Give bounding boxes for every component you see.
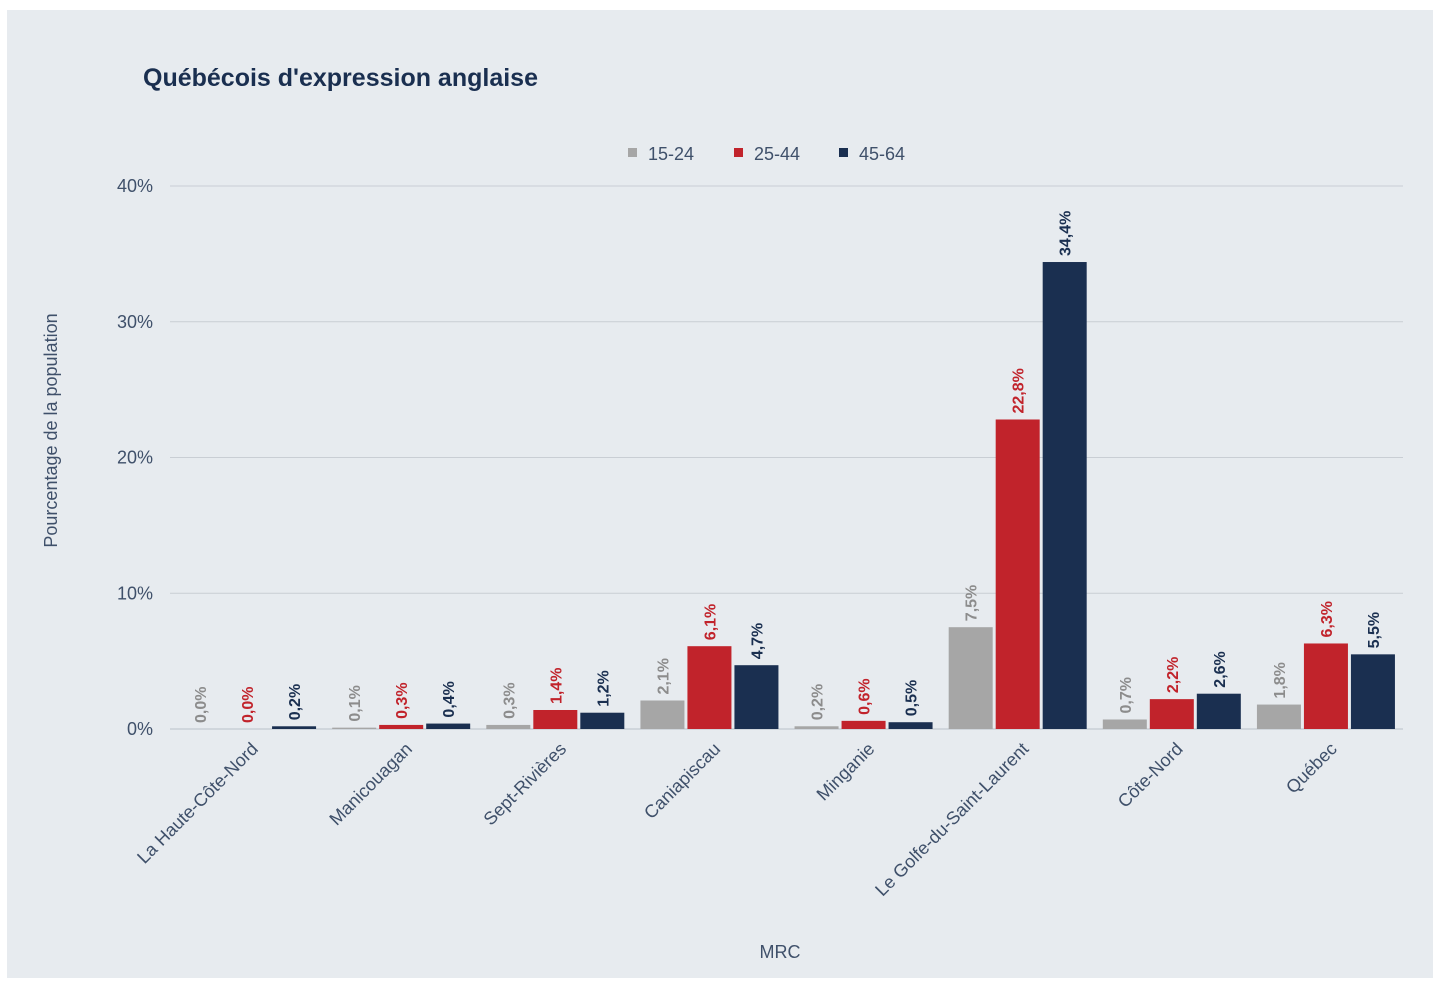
data-label: 4,7% [749, 623, 766, 659]
data-label: 6,3% [1319, 601, 1336, 637]
x-tick-label: Sept-Rivières [480, 739, 571, 830]
bar [486, 724, 531, 729]
legend-label: 25-44 [754, 144, 800, 164]
bar [533, 709, 578, 729]
bar [1196, 693, 1241, 729]
bar [1303, 643, 1348, 729]
x-tick-label: Minganie [813, 739, 879, 805]
legend-label: 45-64 [859, 144, 905, 164]
bar [794, 726, 839, 729]
x-tick-label: Côte-Nord [1114, 739, 1187, 812]
legend-label: 15-24 [648, 144, 694, 164]
legend-swatch [628, 148, 637, 157]
data-label: 2,6% [1212, 651, 1229, 687]
data-label: 0,2% [287, 684, 304, 720]
bar [1102, 719, 1147, 729]
bar [580, 712, 625, 729]
data-label: 6,1% [702, 604, 719, 640]
bar [841, 720, 886, 729]
x-tick-label: Manicouagan [325, 739, 416, 830]
bar [1256, 704, 1301, 729]
data-label: 22,8% [1011, 368, 1028, 413]
y-tick-label: 0% [127, 719, 153, 739]
data-label: 7,5% [964, 585, 981, 621]
bar [1042, 262, 1087, 729]
bar [888, 722, 933, 729]
x-axis-label: MRC [760, 942, 801, 962]
data-label: 0,3% [501, 682, 518, 718]
data-label: 0,2% [810, 684, 827, 720]
data-label: 0,3% [394, 682, 411, 718]
data-label: 1,2% [595, 670, 612, 706]
y-tick-label: 30% [117, 312, 153, 332]
bar [379, 724, 424, 729]
bar [640, 700, 685, 729]
data-label: 0,0% [193, 687, 210, 723]
data-label: 1,8% [1272, 662, 1289, 698]
bar [687, 646, 732, 729]
chart-title: Québécois d'expression anglaise [143, 64, 538, 92]
data-label: 1,4% [548, 668, 565, 704]
data-label: 0,7% [1118, 677, 1135, 713]
y-axis-label: Pourcentage de la population [41, 313, 61, 547]
bar [948, 627, 993, 729]
x-tick-label: Caniapiscau [640, 739, 724, 823]
x-tick-label: La Haute-Côte-Nord [133, 739, 262, 868]
y-tick-label: 10% [117, 583, 153, 603]
data-label: 5,5% [1366, 612, 1383, 648]
data-label: 0,0% [240, 687, 257, 723]
bar [1350, 654, 1395, 729]
bar [734, 665, 779, 729]
data-label: 0,6% [857, 678, 874, 714]
data-label: 0,4% [441, 681, 458, 717]
data-label: 2,1% [655, 658, 672, 694]
legend-swatch [734, 148, 743, 157]
data-label: 0,5% [904, 680, 921, 716]
bar [272, 726, 317, 729]
x-tick-label: Québec [1282, 739, 1341, 798]
y-tick-label: 40% [117, 176, 153, 196]
chart-panel [7, 10, 1433, 978]
legend-swatch [839, 148, 848, 157]
bar [1149, 699, 1194, 729]
y-tick-label: 20% [117, 448, 153, 468]
bar [426, 723, 471, 729]
bar [332, 727, 377, 729]
bar [995, 419, 1040, 729]
x-tick-label: Le Golfe-du-Saint-Laurent [871, 739, 1032, 900]
data-label: 34,4% [1058, 211, 1075, 256]
data-label: 0,1% [347, 685, 364, 721]
data-label: 2,2% [1165, 657, 1182, 693]
